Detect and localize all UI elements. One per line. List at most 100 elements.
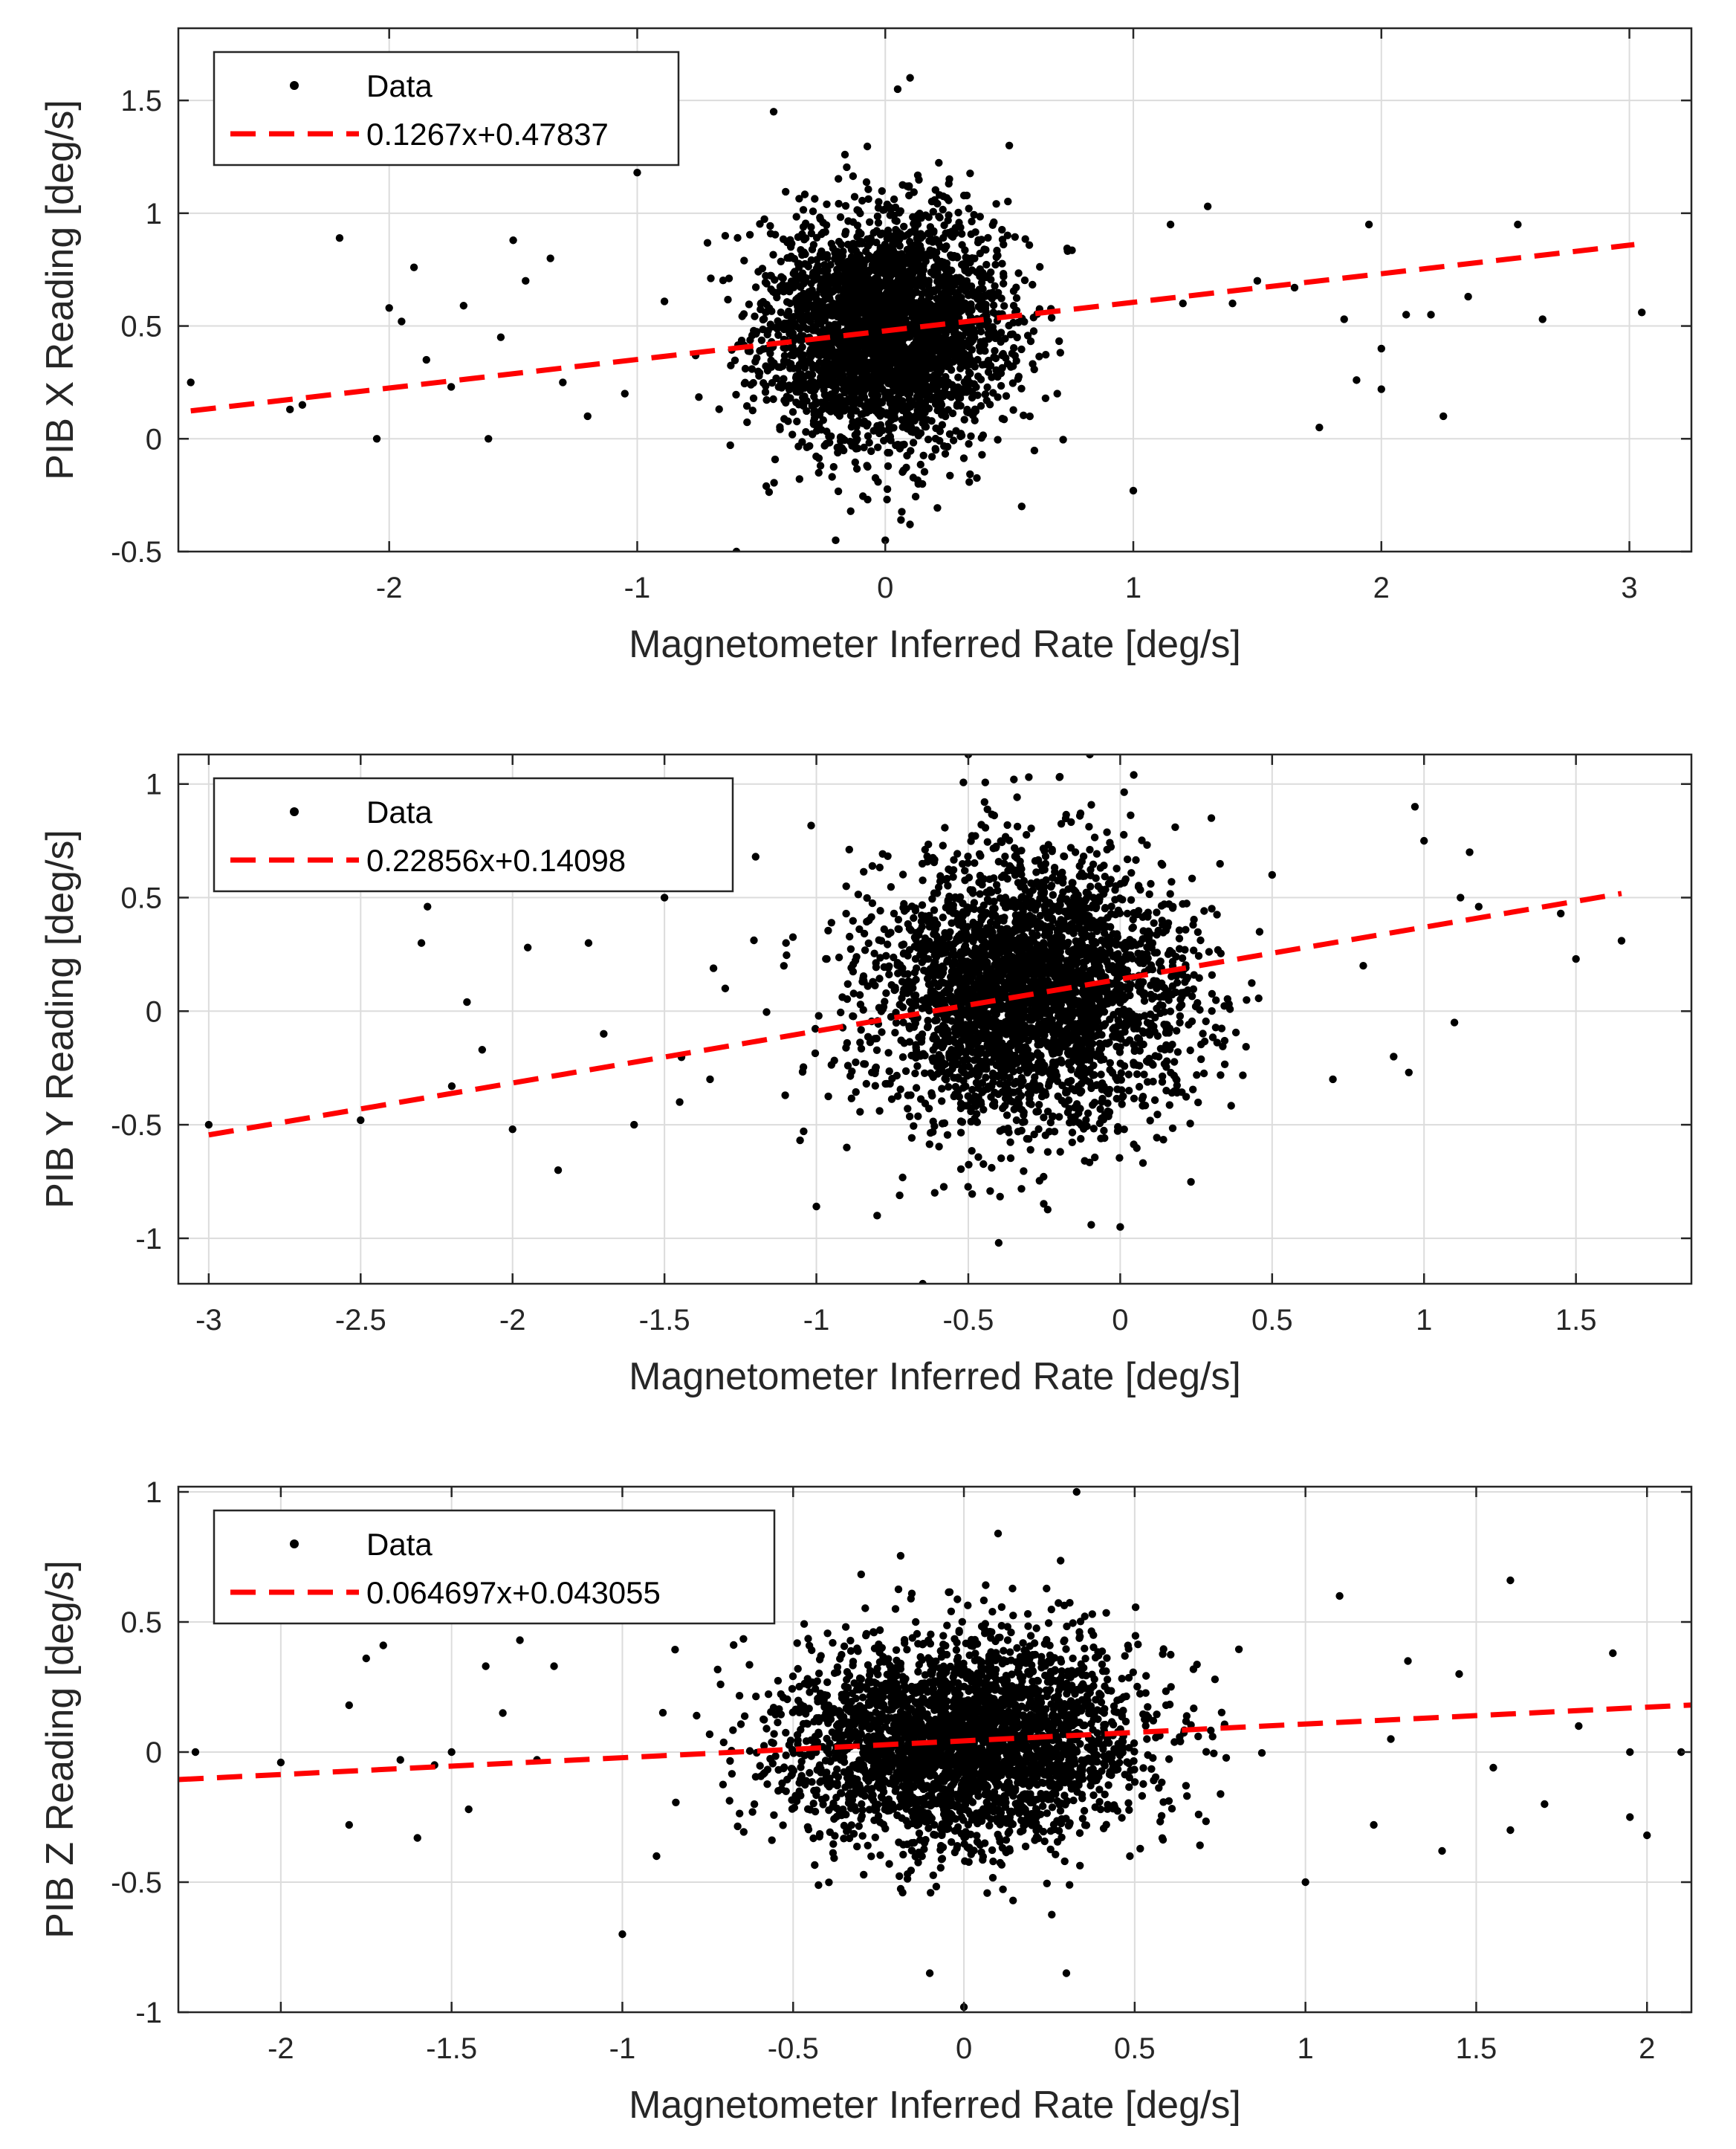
data-point [546,254,554,262]
data-point [1087,1221,1095,1229]
data-point [832,387,840,395]
data-point [898,407,907,415]
data-point [855,297,864,306]
data-point [906,74,914,82]
data-point [974,295,982,303]
data-point [1638,308,1646,317]
data-point [1055,1113,1063,1121]
data-point [799,323,807,331]
data-point [781,344,790,352]
data-point [1217,949,1225,957]
data-point [953,383,962,391]
y-tick-label: 0.5 [120,311,162,343]
data-point [927,268,936,277]
data-point [905,259,913,268]
data-point [1130,771,1138,779]
data-point [1377,344,1385,353]
data-point [927,453,936,461]
data-point [973,474,981,482]
data-point [992,366,1000,375]
data-point [727,361,735,369]
data-point [737,336,746,345]
data-point [1010,343,1018,352]
data-point [945,175,953,184]
data-point [937,366,945,375]
data-point [852,388,861,396]
data-point [725,274,733,282]
data-point [887,1095,896,1103]
data-point [968,1085,976,1094]
data-point [880,925,889,934]
data-point [945,430,954,439]
data-point [994,436,1002,444]
data-point [811,1024,820,1033]
data-point [872,1046,881,1055]
data-point [837,250,845,258]
data-point [974,355,982,364]
data-point [1006,330,1015,339]
data-point [1178,954,1187,963]
data-point [881,393,890,401]
data-point [945,196,953,204]
data-point [794,233,803,242]
data-point [781,358,789,366]
data-point [819,303,827,311]
data-point [1170,1058,1179,1066]
data-point [797,246,805,254]
data-point [856,1108,864,1116]
data-point [881,253,889,262]
data-point [869,229,878,237]
data-point [910,267,919,275]
data-point [968,287,977,296]
data-point [941,450,950,458]
data-point [865,266,874,274]
data-point [841,201,850,210]
data-point [1179,300,1187,308]
data-point [849,172,858,181]
data-point [907,378,916,387]
data-point [843,163,851,172]
data-point [904,288,913,297]
data-point [1194,1098,1202,1107]
data-point [867,447,875,456]
data-point [967,432,975,440]
data-point [1427,311,1435,319]
data-point [862,1079,871,1088]
data-point [187,378,195,387]
data-point [846,507,855,515]
x-tick-label: 2 [1373,572,1390,604]
data-point [852,465,861,473]
data-point [855,318,864,326]
data-point [794,442,803,450]
data-point [796,400,805,408]
data-point [893,217,901,225]
data-point [816,213,824,222]
data-point [788,408,797,416]
data-point [741,378,749,387]
data-point [900,343,908,351]
y-tick-label: 0 [146,423,162,456]
data-point [762,1008,771,1016]
data-point [803,305,812,314]
data-point [724,295,732,304]
data-point [876,341,884,349]
data-point [936,191,944,199]
data-point [633,169,641,177]
data-point [1005,141,1014,149]
data-point [1014,269,1023,277]
data-point [916,409,925,417]
data-point [977,236,985,244]
data-point [976,852,985,860]
data-point [914,431,923,440]
data-point [906,238,914,246]
data-point [984,324,993,332]
data-point [953,340,962,348]
data-point [751,312,759,320]
data-point [835,199,843,208]
data-point [949,866,958,874]
data-point [875,198,883,206]
fit-line [190,242,1635,414]
data-point [927,308,936,317]
data-point [841,150,849,159]
